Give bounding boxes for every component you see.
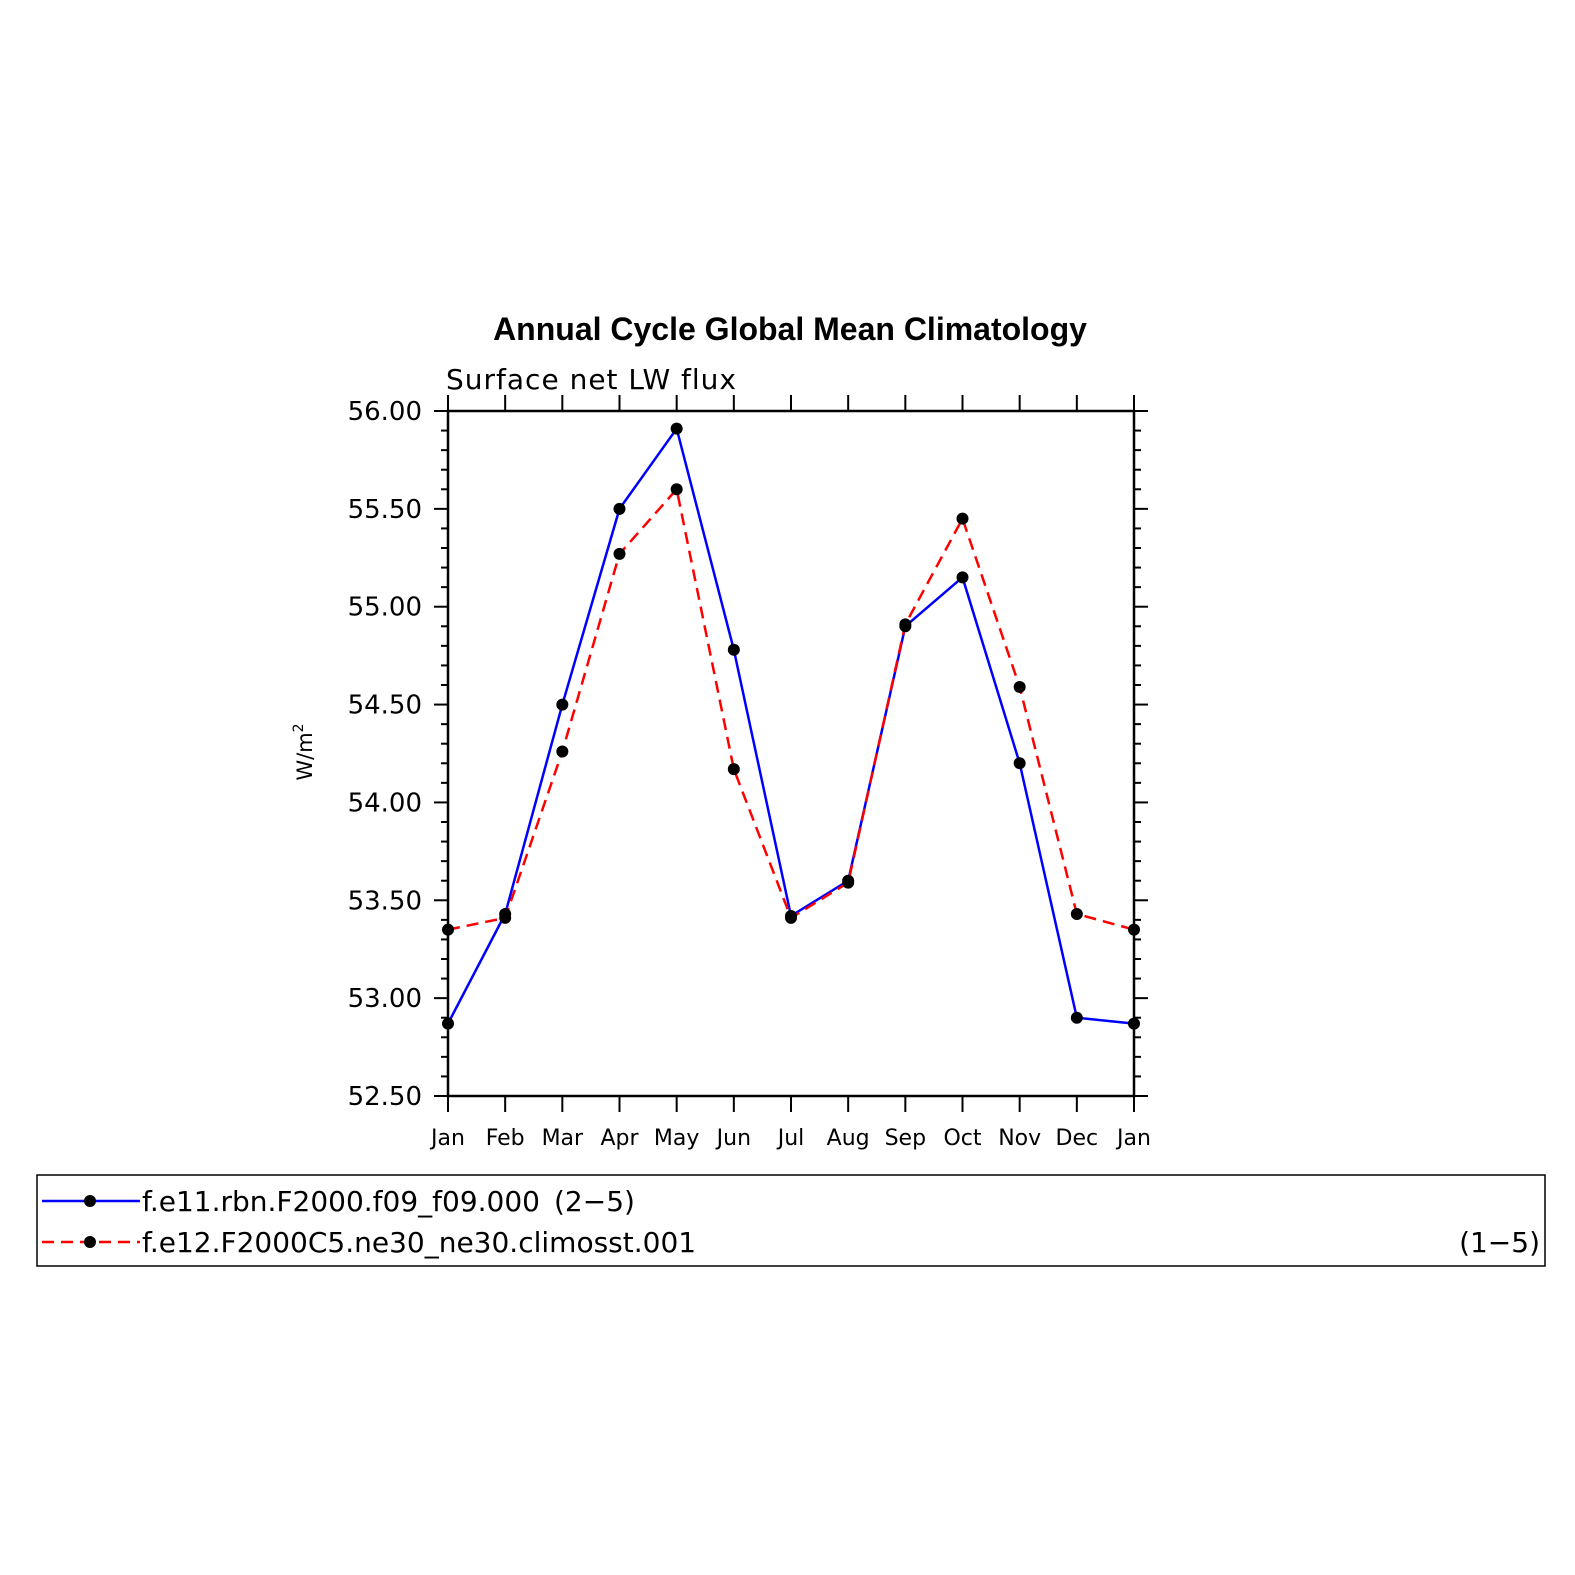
x-tick-label: Mar bbox=[542, 1126, 584, 1151]
series-2-point bbox=[1070, 907, 1083, 920]
y-axis-label-superscript: 2 bbox=[291, 723, 307, 732]
series-2-point bbox=[956, 512, 969, 525]
series-2-point bbox=[899, 618, 912, 631]
series-1-point bbox=[1070, 1011, 1083, 1024]
series-layer bbox=[442, 422, 1140, 1030]
series-2-point bbox=[499, 911, 512, 924]
x-tick-label: Jul bbox=[776, 1126, 805, 1151]
y-tick-label: 55.00 bbox=[348, 593, 422, 623]
y-tick-label: 53.00 bbox=[348, 984, 422, 1014]
y-tick-label: 52.50 bbox=[348, 1082, 422, 1112]
legend-label-1: f.e11.rbn.F2000.f09_f09.000 bbox=[142, 1185, 540, 1218]
series-2-point bbox=[785, 911, 797, 924]
y-tick-label: 53.50 bbox=[348, 886, 422, 916]
y-tick-label: 55.50 bbox=[348, 495, 422, 525]
legend-suffix-1: (2−5) bbox=[554, 1185, 635, 1218]
plot-frame bbox=[446, 409, 1136, 1098]
chart-subtitle: Surface net LW flux bbox=[446, 363, 737, 396]
y-tick-label: 54.50 bbox=[348, 691, 422, 721]
axes: 52.50 53.00 53.50 54.00 54.50 55.00 55.50 56.00… bbox=[348, 395, 1151, 1151]
series-1-point bbox=[670, 422, 683, 435]
series-2-point bbox=[613, 547, 626, 560]
series-2-point bbox=[1128, 923, 1140, 936]
series-1-point bbox=[1128, 1017, 1140, 1030]
series-2-point bbox=[727, 763, 740, 776]
x-tick-label: Nov bbox=[998, 1126, 1041, 1151]
series-2-point bbox=[670, 483, 683, 496]
x-tick-label: Feb bbox=[486, 1126, 525, 1151]
series-2-point bbox=[556, 745, 569, 758]
series-1-point bbox=[556, 698, 569, 711]
series-1-point bbox=[442, 1017, 454, 1030]
series-1-point bbox=[727, 643, 740, 656]
chart-title: Annual Cycle Global Mean Climatology bbox=[493, 311, 1087, 347]
series-2-point bbox=[842, 876, 855, 889]
legend-box bbox=[36, 1174, 1546, 1267]
legend-marker-1 bbox=[84, 1195, 96, 1207]
legend: f.e11.rbn.F2000.f09_f09.000 (2−5) f.e12.F2… bbox=[42, 1185, 1540, 1259]
svg-text:W/m2: W/m2 bbox=[291, 723, 317, 780]
x-tick-label: Dec bbox=[1056, 1126, 1099, 1151]
x-tick-label: Aug bbox=[827, 1126, 870, 1151]
y-axis-label: W/m2 bbox=[291, 723, 317, 780]
legend-suffix-2: (1−5) bbox=[1459, 1226, 1540, 1259]
x-tick-label: May bbox=[654, 1126, 699, 1151]
y-tick-label: 56.00 bbox=[348, 397, 422, 427]
x-tick-label: Jan bbox=[429, 1126, 465, 1151]
series-1-point bbox=[956, 571, 969, 584]
series-2-point bbox=[1013, 680, 1026, 693]
series-1-point bbox=[613, 502, 626, 515]
x-tick-label: Oct bbox=[943, 1126, 981, 1151]
legend-label-2: f.e12.F2000C5.ne30_ne30.climosst.001 bbox=[142, 1226, 696, 1259]
series-line-1 bbox=[446, 425, 1135, 1025]
series-1-point bbox=[1013, 757, 1026, 770]
x-tick-label: Jan bbox=[1115, 1126, 1151, 1151]
x-tick-label: Jun bbox=[715, 1126, 751, 1151]
x-tick-label: Apr bbox=[600, 1126, 639, 1151]
x-tick-label: Sep bbox=[885, 1126, 926, 1151]
series-line-2 bbox=[447, 486, 1135, 931]
series-2-point bbox=[442, 923, 454, 936]
y-tick-label: 54.00 bbox=[348, 788, 422, 818]
legend-marker-2 bbox=[84, 1236, 96, 1248]
y-axis-label-text: W/m bbox=[293, 732, 317, 780]
